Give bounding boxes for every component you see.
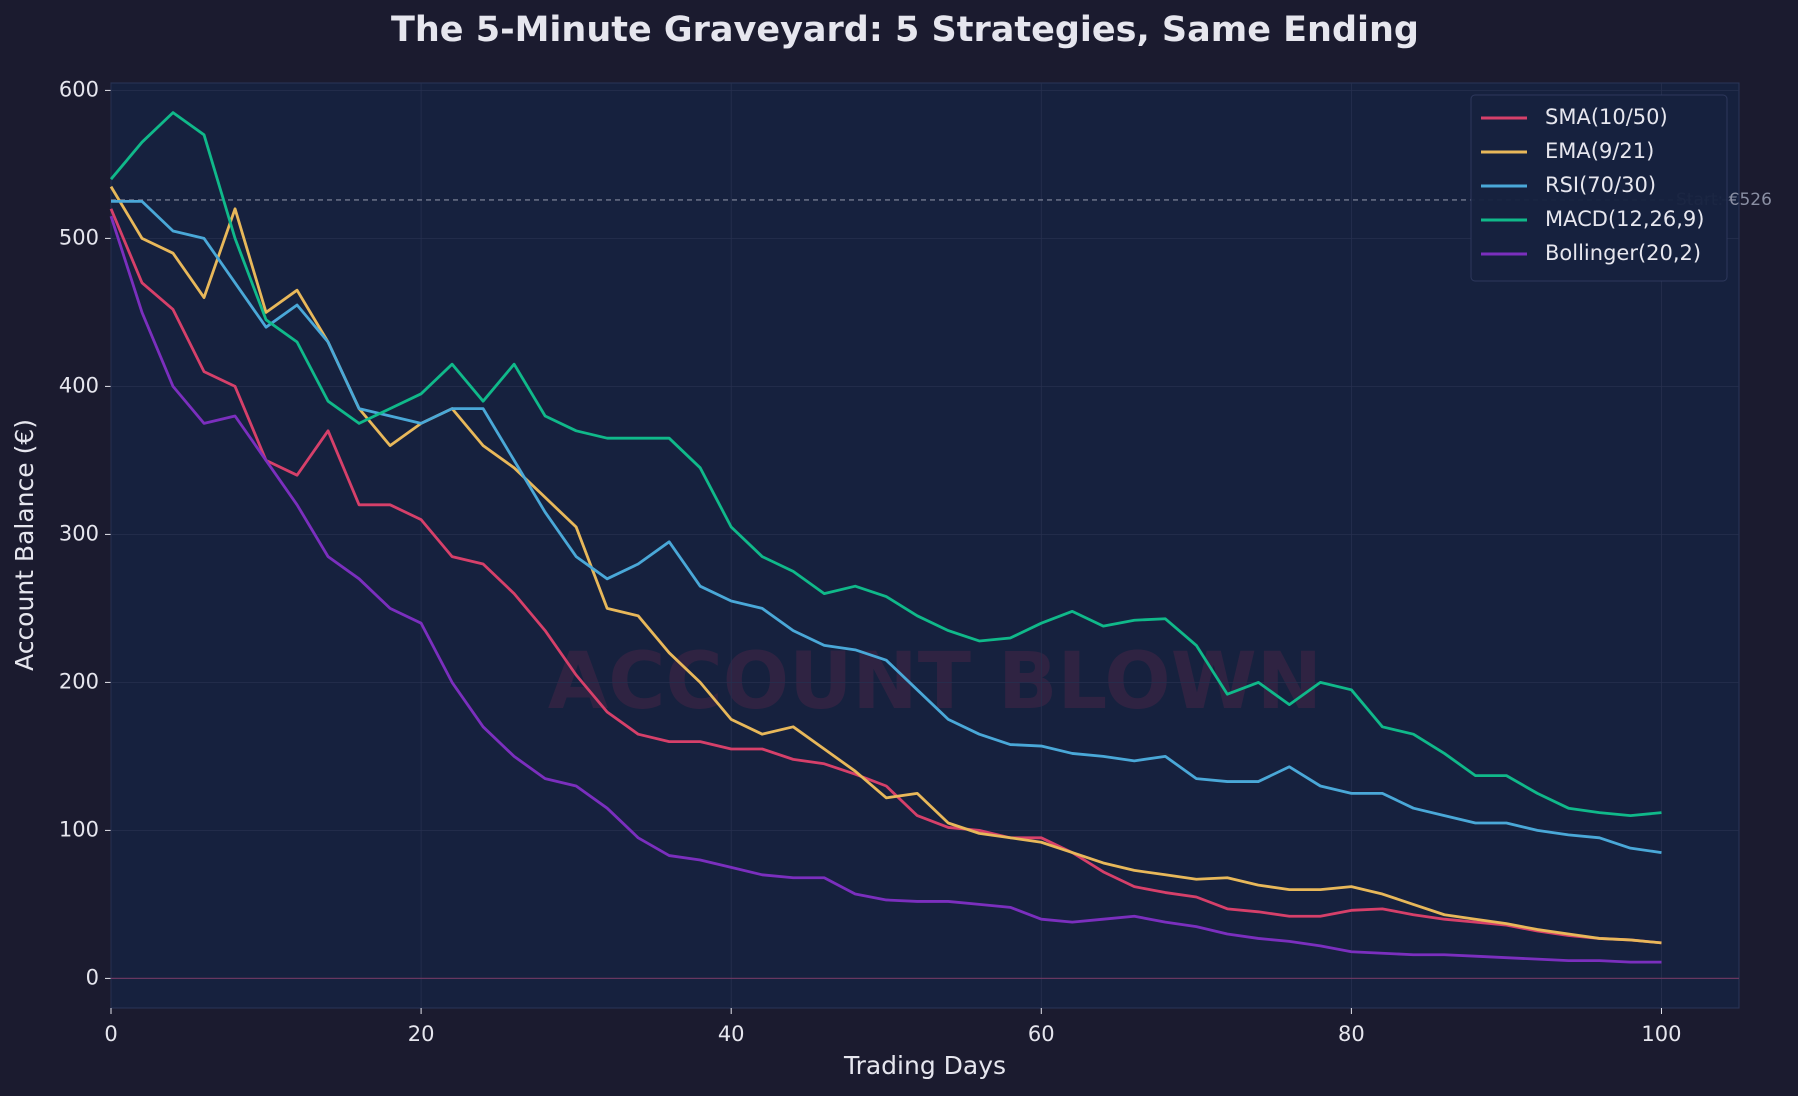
legend-label: Bollinger(20,2) (1545, 241, 1701, 265)
y-tick-label: 200 (59, 669, 99, 693)
legend-box (1470, 94, 1728, 282)
x-tick-label: 0 (104, 1022, 117, 1046)
series-line (109, 215, 1662, 964)
chart-title: The 5-Minute Graveyard: 5 Strategies, Sa… (391, 10, 1419, 50)
x-tick-label: 100 (1641, 1022, 1681, 1046)
y-axis-label: Account Balance (€) (10, 419, 39, 671)
watermark: ACCOUNT BLOWN (548, 637, 1322, 727)
x-axis-label: Trading Days (843, 1051, 1006, 1080)
y-tick-label: 600 (59, 77, 99, 101)
x-tick-label: 20 (408, 1022, 435, 1046)
x-tick-label: 40 (718, 1022, 745, 1046)
series-line (109, 111, 1662, 817)
y-tick-label: 100 (59, 817, 99, 841)
y-tick-label: 500 (59, 225, 99, 249)
x-tick-label: 60 (1028, 1022, 1055, 1046)
y-tick-label: 300 (59, 521, 99, 545)
x-tick-label: 80 (1338, 1022, 1365, 1046)
y-tick-label: 400 (59, 373, 99, 397)
series-line (111, 200, 1662, 854)
legend-label: MACD(12,26,9) (1545, 207, 1705, 231)
legend-label: SMA(10/50) (1545, 105, 1668, 129)
series-line (109, 208, 1662, 945)
legend-label: RSI(70/30) (1545, 173, 1656, 197)
series-line (109, 185, 1662, 945)
legend-label: EMA(9/21) (1545, 139, 1654, 163)
y-tick-label: 0 (86, 965, 99, 989)
plot-area (110, 82, 1740, 1009)
